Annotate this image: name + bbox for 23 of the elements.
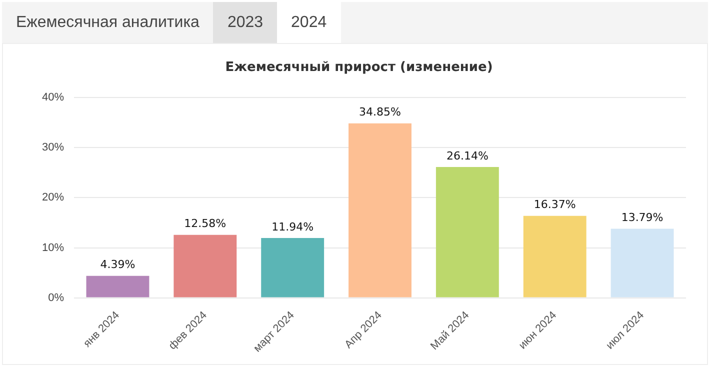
bar [348, 123, 412, 298]
bar [261, 238, 324, 298]
data-label: 13.79% [621, 211, 664, 224]
bar [610, 228, 674, 298]
data-label: 16.37% [534, 198, 576, 212]
data-label: 4.39% [100, 258, 136, 272]
bar [174, 234, 237, 298]
y-tick-label: 20% [42, 192, 64, 204]
bar [86, 276, 150, 298]
data-label: 12.58% [184, 217, 226, 230]
y-tick-label: 10% [42, 242, 64, 254]
data-label: 11.94% [272, 220, 314, 234]
chart-title: Ежемесячный прирост (изменение) [225, 60, 493, 76]
bar [523, 216, 586, 298]
text: Ежемесячная аналитика [15, 13, 200, 33]
y-tick-label: 40% [42, 92, 64, 104]
data-label: 34.85% [359, 106, 401, 119]
data-label: 26.14% [446, 149, 488, 162]
text: 2023 [213, 2, 278, 43]
bar [436, 166, 499, 298]
y-tick-label: 0% [48, 292, 64, 304]
text: 2024 [277, 2, 341, 43]
y-tick-label: 30% [42, 142, 64, 154]
